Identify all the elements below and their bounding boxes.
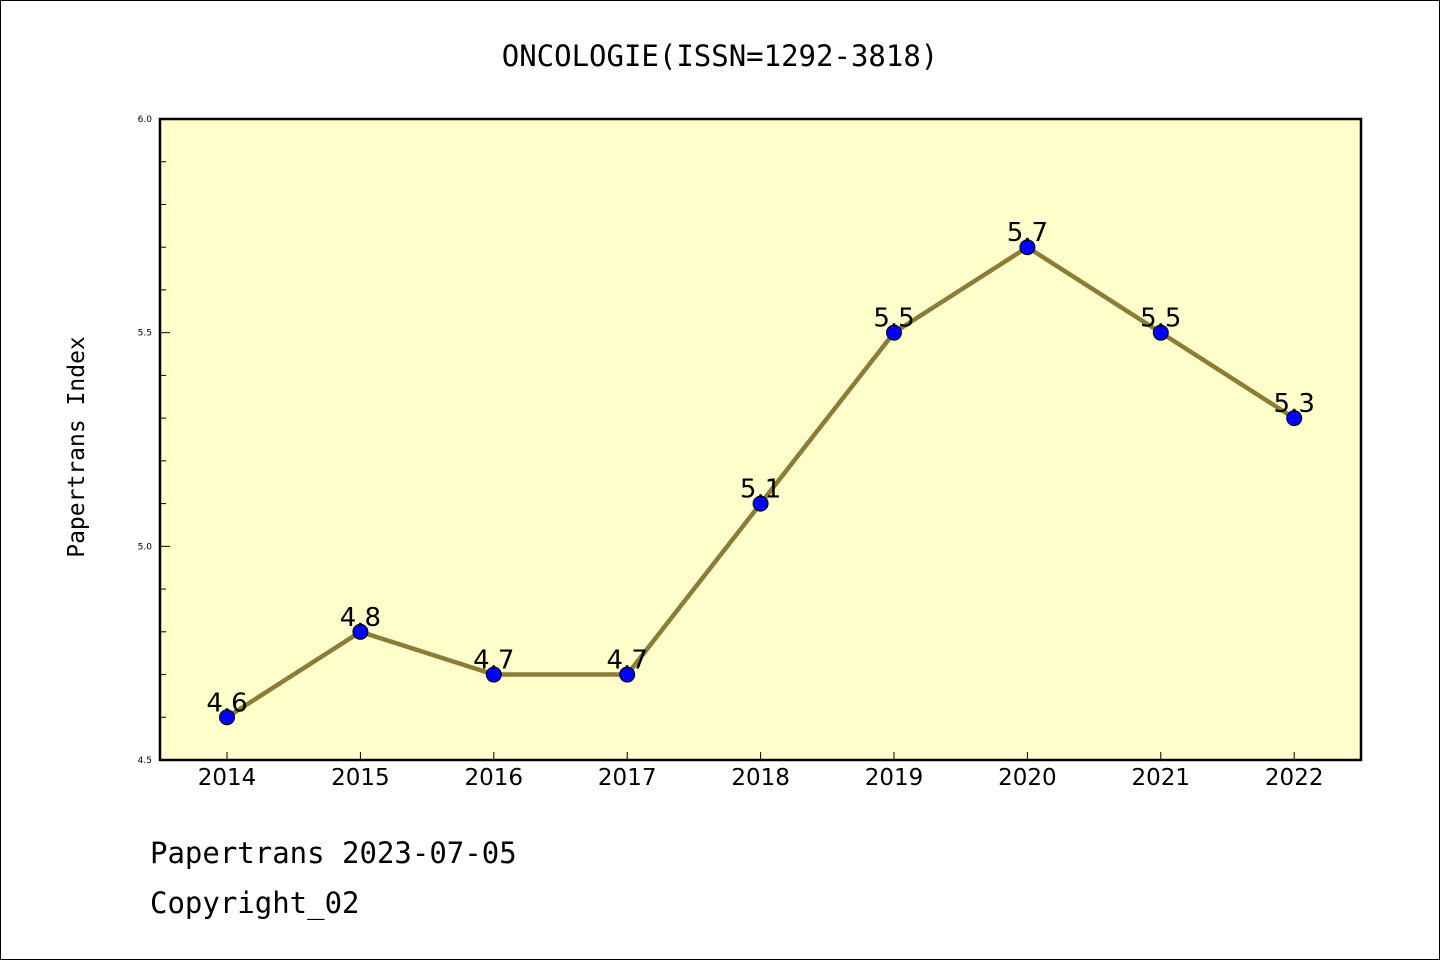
data-label: 5.5: [873, 304, 914, 334]
y-axis-label: Papertrans Index: [64, 336, 90, 558]
data-label: 5.1: [740, 475, 781, 505]
x-tick-label: 2020: [998, 765, 1057, 791]
data-label: 5.3: [1274, 389, 1315, 419]
footer-copyright-text: Copyright_02: [150, 886, 360, 920]
data-label: 4.7: [473, 646, 514, 676]
plot-area: [160, 119, 1361, 760]
chart-title: ONCOLOGIE(ISSN=1292-3818): [502, 39, 939, 73]
x-tick-label: 2016: [465, 765, 524, 791]
y-tick-label: 6.0: [138, 115, 153, 125]
footer-date-text: Papertrans 2023-07-05: [150, 836, 517, 870]
data-label: 5.7: [1007, 218, 1048, 248]
x-tick-label: 2018: [731, 765, 790, 791]
x-tick-label: 2015: [331, 765, 390, 791]
data-label: 4.7: [607, 646, 648, 676]
x-tick-label: 2019: [865, 765, 924, 791]
y-tick-label: 5.0: [138, 542, 153, 552]
y-tick-label: 4.5: [138, 756, 152, 766]
y-tick-label: 5.5: [138, 329, 152, 339]
data-label: 4.8: [340, 603, 381, 633]
x-tick-label: 2014: [198, 765, 257, 791]
line-chart: ONCOLOGIE(ISSN=1292-3818) Papertrans Ind…: [0, 0, 1440, 960]
data-label: 4.6: [206, 688, 247, 718]
x-tick-label: 2017: [598, 765, 657, 791]
data-label: 5.5: [1140, 304, 1181, 334]
x-tick-label: 2021: [1132, 765, 1191, 791]
x-tick-label: 2022: [1265, 765, 1324, 791]
